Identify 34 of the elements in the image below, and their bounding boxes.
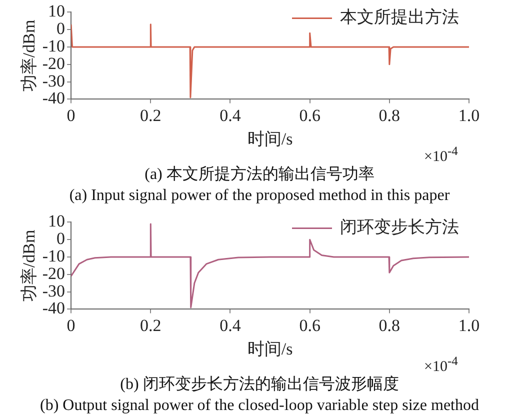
y-tick-label: -10 xyxy=(42,36,66,56)
x-tick-label: 0.2 xyxy=(140,106,162,125)
y-tick-label: 0 xyxy=(56,19,66,38)
text: (a) 本文所提方法的输出信号功率 xyxy=(144,164,376,185)
x-axis-title: 时间/s xyxy=(247,129,293,148)
x-tick-label: 0.6 xyxy=(299,316,320,335)
text: ×10$^{-4}$ xyxy=(424,144,458,166)
x-tick-label: 1.0 xyxy=(458,106,480,125)
y-tick-label: -30 xyxy=(42,281,66,300)
text: ×10$^{-4}$ xyxy=(424,354,458,376)
x-axis-title: 时间/s xyxy=(247,339,293,358)
x-tick-label: 0.8 xyxy=(378,106,400,125)
legend-label: 闭环变步长方法 xyxy=(340,218,459,237)
y-tick-label: -10 xyxy=(42,246,66,266)
y-tick-label: -20 xyxy=(42,54,66,73)
text: (b) 闭环变步长方法的输出信号波形幅度 xyxy=(119,374,400,395)
y-tick-label: -20 xyxy=(42,264,66,283)
x-tick-label: 1.0 xyxy=(458,316,480,335)
text: (b) Output signal power of the closed-loop variable step size method xyxy=(39,396,480,416)
x-tick-label: 0.4 xyxy=(220,106,242,125)
y-tick-label: -40 xyxy=(42,298,66,318)
x-tick-label: 0.4 xyxy=(220,316,242,335)
y-tick-label: 0 xyxy=(56,229,66,248)
y-tick-label: 10 xyxy=(48,2,66,21)
x-tick-label: 0.8 xyxy=(378,316,400,335)
text: (a) Input signal power of the proposed method in this paper xyxy=(68,186,451,206)
y-axis-title: 功率/dBm xyxy=(20,20,39,92)
y-tick-label: -40 xyxy=(42,88,66,108)
x-tick-label: 0.2 xyxy=(140,316,162,335)
legend-label: 本文所提出方法 xyxy=(340,8,459,27)
y-axis-title: 功率/dBm xyxy=(20,230,39,302)
x-tick-label: 0.6 xyxy=(299,106,320,125)
y-tick-label: 10 xyxy=(48,212,66,231)
y-tick-label: -30 xyxy=(42,71,66,90)
